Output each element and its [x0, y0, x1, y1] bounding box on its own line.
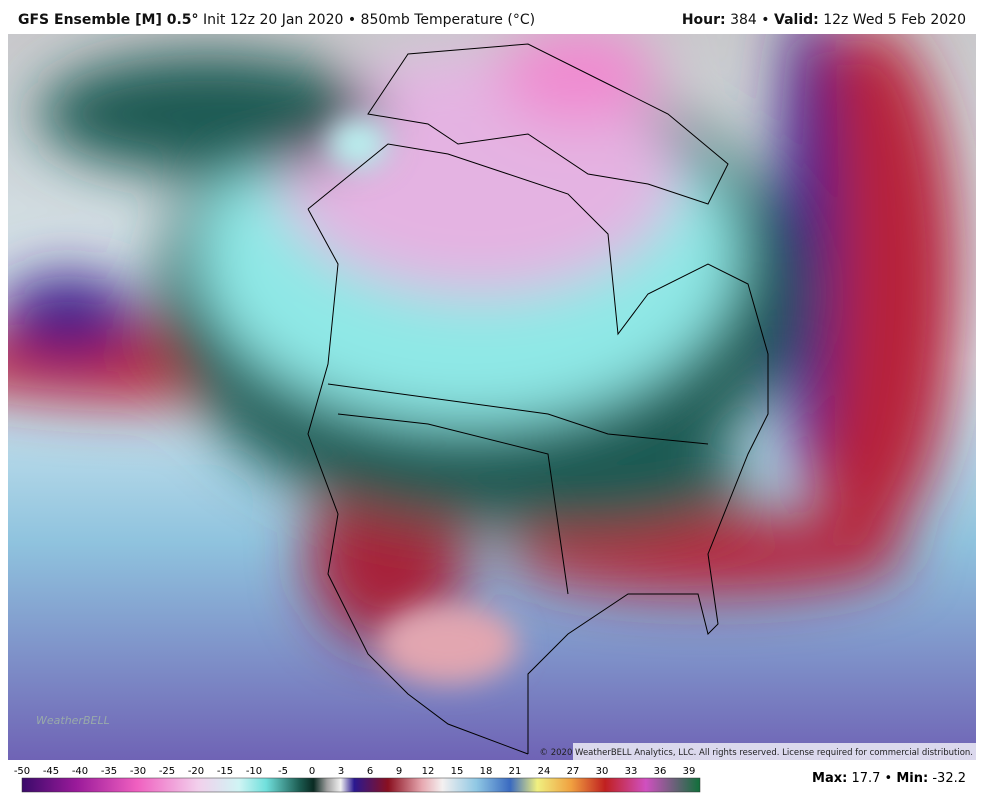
max-label: Max: [812, 771, 848, 786]
colorbar-tick-label: -35 [101, 766, 117, 777]
hour-label: Hour: [681, 12, 726, 28]
max: 17.7 [851, 771, 881, 786]
logo: WeatherBELL [36, 714, 110, 727]
colorbar-tick-label: 15 [451, 766, 464, 777]
colorbar-tick-label: -10 [246, 766, 262, 777]
colorbar-tick-label: 3 [338, 766, 344, 777]
colorbar-tick-label: -40 [72, 766, 88, 777]
header-left: GFS Ensemble [M] 0.5° Init 12z 20 Jan 20… [18, 12, 535, 28]
colorbar-tick-label: -45 [43, 766, 59, 777]
colorbar-tick-label: -20 [188, 766, 204, 777]
title: GFS Ensemble [M] 0.5° [18, 12, 199, 28]
separator: • [761, 12, 770, 28]
colorbar-tick-label: 33 [625, 766, 638, 777]
stats: Max: 17.7 • Min: -32.2 [812, 771, 966, 786]
hour: 384 [730, 12, 757, 28]
colorbar-tick-label: 21 [509, 766, 522, 777]
header-right: Hour: 384 • Valid: 12z Wed 5 Feb 2020 [682, 12, 966, 28]
subtitle: Init 12z 20 Jan 2020 • 850mb Temperature… [203, 12, 536, 28]
min-label: Min: [896, 771, 929, 786]
colorbar-tick-label: -50 [14, 766, 30, 777]
colorbar-tick-label: -30 [130, 766, 146, 777]
colorbar-tick-label: 24 [538, 766, 551, 777]
valid: 12z Wed 5 Feb 2020 [823, 12, 966, 28]
min: -32.2 [932, 771, 966, 786]
colorbar-tick-label: 30 [596, 766, 609, 777]
separator: • [884, 771, 893, 786]
valid-label: Valid: [774, 12, 819, 28]
colorbar-tick-label: 6 [367, 766, 373, 777]
colorbar-tick-label: -5 [278, 766, 288, 777]
colorbar-tick-label: -25 [159, 766, 175, 777]
colorbar-tick-label: -15 [217, 766, 233, 777]
colorbar-tick-label: 36 [654, 766, 667, 777]
colorbar: -50 -45 -40 -35 -30 -25 -20 -15 -10 -5 0 3 6 9 12 15 18 2… [14, 766, 701, 793]
copyright: © 2020 WeatherBELL Analytics, LLC. All r… [540, 748, 973, 758]
colorbar-tick-label: 27 [567, 766, 580, 777]
map: WeatherBELL © 2020 WeatherBELL Analytics… [8, 34, 976, 760]
colorbar-tick-label: 9 [396, 766, 402, 777]
colorbar-tick-label: 39 [683, 766, 696, 777]
colorbar-tick-label: 0 [309, 766, 315, 777]
colorbar-tick-label: 12 [422, 766, 435, 777]
colorbar-tick-label: 18 [480, 766, 493, 777]
